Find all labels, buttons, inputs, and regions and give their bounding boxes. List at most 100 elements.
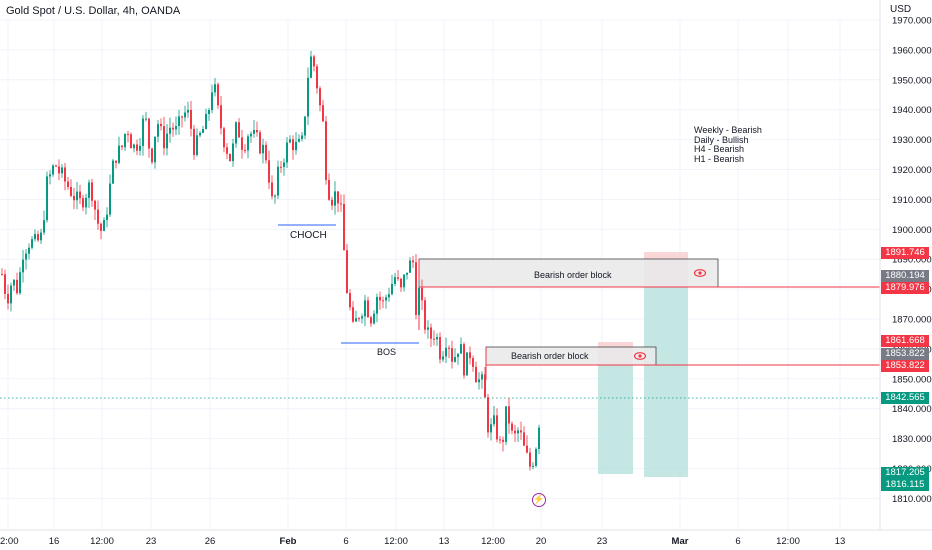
candle-body: [382, 300, 384, 302]
candle-body: [532, 465, 534, 467]
candle-body: [238, 122, 240, 138]
candle-body: [508, 406, 510, 424]
time-tick-label: 26: [205, 536, 216, 547]
price-tag-target-2: 1816.115: [881, 479, 929, 491]
candle-body: [412, 260, 414, 263]
candle-body: [94, 200, 96, 210]
price-tick-label: 1810.000: [892, 494, 932, 505]
eye-icon[interactable]: [634, 352, 646, 360]
candle-body: [283, 162, 285, 167]
candle-body: [166, 133, 168, 149]
candle-body: [181, 116, 183, 118]
candle-body: [10, 285, 12, 304]
candle-body: [52, 165, 54, 175]
time-tick-label: 20: [536, 536, 547, 547]
candle-body: [193, 128, 195, 155]
candle-body: [172, 127, 174, 130]
candle-body: [169, 127, 171, 134]
candle-body: [436, 337, 438, 340]
price-tag-upper-block-line: 1879.976: [881, 282, 929, 294]
candle-body: [394, 277, 396, 284]
price-axis[interactable]: 1970.000 1960.000 1950.000 1940.000 1930.000…: [892, 16, 932, 505]
candle-body: [355, 318, 357, 322]
time-tick-label: 13: [835, 536, 846, 547]
candle-body: [298, 138, 300, 142]
bias-h1: H1 - Bearish: [694, 153, 745, 164]
candle-body: [256, 130, 258, 133]
time-tick-label: 13: [439, 536, 450, 547]
candle-body: [28, 247, 30, 254]
candle-body: [46, 176, 48, 221]
candle-body: [262, 144, 264, 154]
candle-body: [91, 182, 93, 201]
candle-body: [520, 430, 522, 433]
candle-body: [415, 262, 417, 315]
candle-body: [121, 145, 123, 148]
price-tick-label: 1900.000: [892, 225, 932, 236]
candle-body: [490, 424, 492, 433]
candle-body: [274, 195, 276, 197]
candle-body: [85, 197, 87, 208]
candle-body: [517, 430, 519, 434]
candle-body: [154, 136, 156, 163]
candle-body: [433, 338, 435, 340]
candle-body: [49, 174, 51, 177]
candle-body: [289, 139, 291, 143]
time-axis[interactable]: 2:00 16 12:00 23 26 Feb 6 12:00 13 12:00 20 23 Mar 6 1…: [0, 536, 845, 547]
lightning-alert-icon[interactable]: ⚡: [532, 493, 546, 507]
candle-body: [199, 132, 201, 136]
candle-body: [205, 114, 207, 130]
candle-body: [250, 133, 252, 137]
candle-body: [118, 145, 120, 163]
candle-body: [208, 110, 210, 115]
candle-body: [70, 186, 72, 196]
price-tick-label: 1950.000: [892, 75, 932, 86]
candle-body: [244, 149, 246, 151]
candle-body: [151, 148, 153, 163]
candle-body: [499, 439, 501, 441]
candle-body: [397, 277, 399, 279]
candle-body: [376, 296, 378, 314]
candle-body: [64, 167, 66, 182]
candle-body: [361, 316, 363, 319]
target-zone-2[interactable]: [644, 287, 688, 477]
price-tag-lower-block-mid: 1853.822: [881, 348, 929, 360]
target-zone-1[interactable]: [598, 365, 633, 474]
price-tick-label: 1850.000: [892, 374, 932, 385]
candle-body: [145, 118, 147, 120]
eye-icon[interactable]: [694, 269, 706, 277]
candle-body: [463, 344, 465, 376]
price-tick-label: 1830.000: [892, 434, 932, 445]
candle-body: [265, 144, 267, 161]
candle-body: [61, 167, 63, 174]
candle-body: [475, 366, 477, 383]
candle-body: [340, 203, 342, 205]
candle-body: [286, 142, 288, 163]
candle-body: [220, 105, 222, 129]
candle-body: [514, 430, 516, 434]
candle-body: [403, 274, 405, 288]
candle-body: [466, 352, 468, 376]
candle-body: [409, 260, 411, 273]
candle-body: [226, 147, 228, 154]
time-tick-label: 6: [343, 536, 348, 547]
candle-body: [31, 239, 33, 248]
candle-body: [16, 279, 18, 294]
upper-order-block[interactable]: [418, 258, 719, 288]
candle-body: [430, 327, 432, 339]
lower-block-label: Bearish order block: [511, 351, 589, 361]
candle-body: [325, 121, 327, 180]
candle-body: [115, 160, 117, 163]
candle-body: [343, 203, 345, 251]
candle-body: [496, 415, 498, 440]
candle-body: [460, 344, 462, 354]
candle-body: [187, 109, 189, 113]
candle-body: [271, 182, 273, 197]
time-tick-label: 23: [146, 536, 157, 547]
price-tag-lower-block-line: 1853.822: [881, 360, 929, 372]
candle-body: [337, 191, 339, 204]
candle-body: [388, 294, 390, 298]
candle-body: [472, 358, 474, 367]
